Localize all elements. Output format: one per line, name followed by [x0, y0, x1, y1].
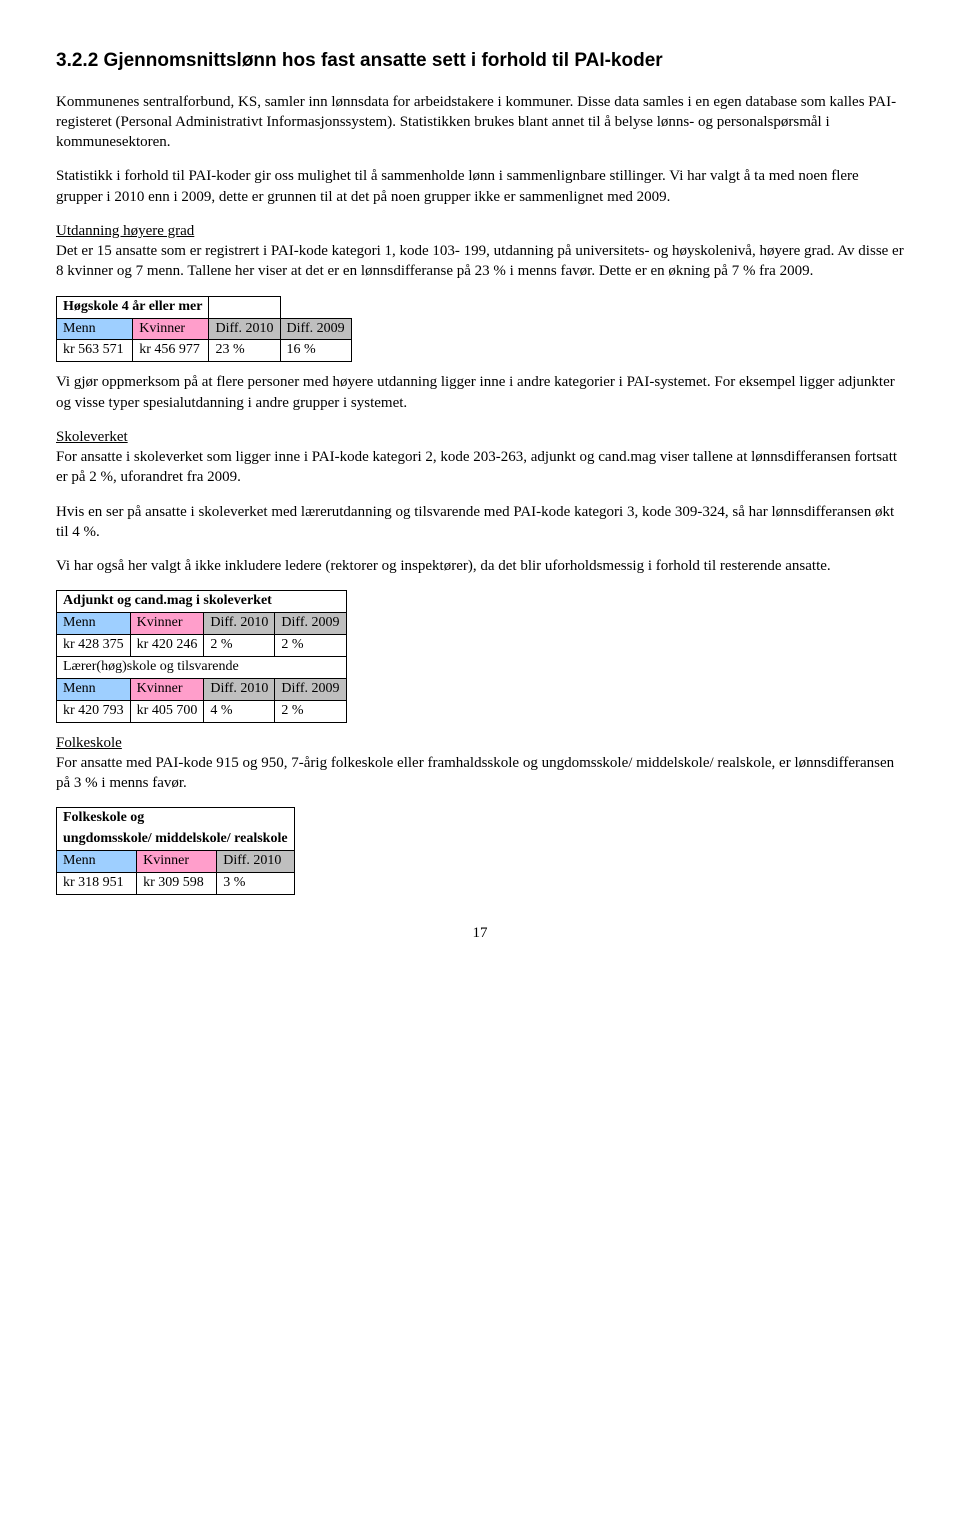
col-kvinner: Kvinner [130, 613, 204, 635]
cell: kr 309 598 [137, 873, 217, 895]
cell: 2 % [204, 635, 275, 657]
subhead-skoleverket: Skoleverket [56, 429, 128, 445]
paragraph-text: For ansatte i skoleverket som ligger inn… [56, 449, 897, 485]
section-heading: 3.2.2 Gjennomsnittslønn hos fast ansatte… [56, 48, 904, 74]
cell-diff2010-val: 23 % [209, 340, 280, 362]
col-kvinner: Kvinner [137, 851, 217, 873]
col-menn: Menn [57, 678, 131, 700]
col-menn: Menn [57, 318, 133, 340]
paragraph: Folkeskole For ansatte med PAI-kode 915 … [56, 733, 904, 794]
paragraph: Vi gjør oppmerksom på at flere personer … [56, 372, 904, 413]
cell-menn-val: kr 563 571 [57, 340, 133, 362]
paragraph: Statistikk i forhold til PAI-koder gir o… [56, 166, 904, 207]
subhead-folkeskole: Folkeskole [56, 735, 122, 751]
paragraph-text: For ansatte med PAI-kode 915 og 950, 7-å… [56, 755, 894, 791]
cell: kr 420 793 [57, 700, 131, 722]
table-skoleverket: Adjunkt og cand.mag i skoleverket Menn K… [56, 590, 347, 722]
cell: 2 % [275, 700, 346, 722]
col-diff2009: Diff. 2009 [275, 613, 346, 635]
page-number: 17 [56, 923, 904, 943]
cell: 4 % [204, 700, 275, 722]
col-diff2009: Diff. 2009 [280, 318, 351, 340]
paragraph: Hvis en ser på ansatte i skoleverket med… [56, 502, 904, 543]
cell: kr 428 375 [57, 635, 131, 657]
col-kvinner: Kvinner [130, 678, 204, 700]
table-empty [209, 296, 280, 318]
paragraph-text: Det er 15 ansatte som er registrert i PA… [56, 243, 904, 279]
cell: kr 420 246 [130, 635, 204, 657]
table-title: Adjunkt og cand.mag i skoleverket [57, 591, 347, 613]
col-diff2010: Diff. 2010 [209, 318, 280, 340]
subhead-utdanning: Utdanning høyere grad [56, 223, 194, 239]
col-diff2010: Diff. 2010 [217, 851, 294, 873]
table-title: Høgskole 4 år eller mer [57, 296, 209, 318]
paragraph: Skoleverket For ansatte i skoleverket so… [56, 427, 904, 488]
col-menn: Menn [57, 851, 137, 873]
col-diff2010: Diff. 2010 [204, 613, 275, 635]
cell: kr 318 951 [57, 873, 137, 895]
paragraph: Vi har også her valgt å ikke inkludere l… [56, 556, 904, 576]
table-subtitle: Lærer(høg)skole og tilsvarende [57, 656, 347, 678]
cell: kr 405 700 [130, 700, 204, 722]
cell-diff2009-val: 16 % [280, 340, 351, 362]
table-hogskole: Høgskole 4 år eller mer Menn Kvinner Dif… [56, 296, 352, 363]
table-title-line2: ungdomsskole/ middelskole/ realskole [57, 829, 295, 850]
paragraph: Utdanning høyere grad Det er 15 ansatte … [56, 221, 904, 282]
col-menn: Menn [57, 613, 131, 635]
col-kvinner: Kvinner [133, 318, 209, 340]
table-folkeskole: Folkeskole og ungdomsskole/ middelskole/… [56, 807, 295, 895]
cell-kvinner-val: kr 456 977 [133, 340, 209, 362]
table-title-line1: Folkeskole og [57, 808, 295, 829]
col-diff2009: Diff. 2009 [275, 678, 346, 700]
cell: 3 % [217, 873, 294, 895]
cell: 2 % [275, 635, 346, 657]
paragraph: Kommunenes sentralforbund, KS, samler in… [56, 92, 904, 153]
col-diff2010: Diff. 2010 [204, 678, 275, 700]
